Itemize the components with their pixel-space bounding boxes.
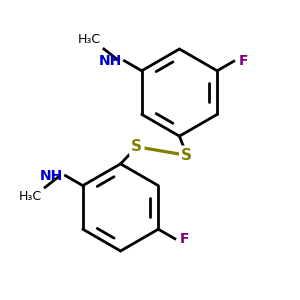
Text: H₃C: H₃C <box>78 33 101 46</box>
Text: S: S <box>131 139 142 154</box>
Text: NH: NH <box>99 54 122 68</box>
Text: F: F <box>180 232 190 246</box>
Text: F: F <box>239 54 249 68</box>
Text: S: S <box>181 148 192 163</box>
Text: NH: NH <box>40 169 63 183</box>
Text: H₃C: H₃C <box>19 190 42 203</box>
